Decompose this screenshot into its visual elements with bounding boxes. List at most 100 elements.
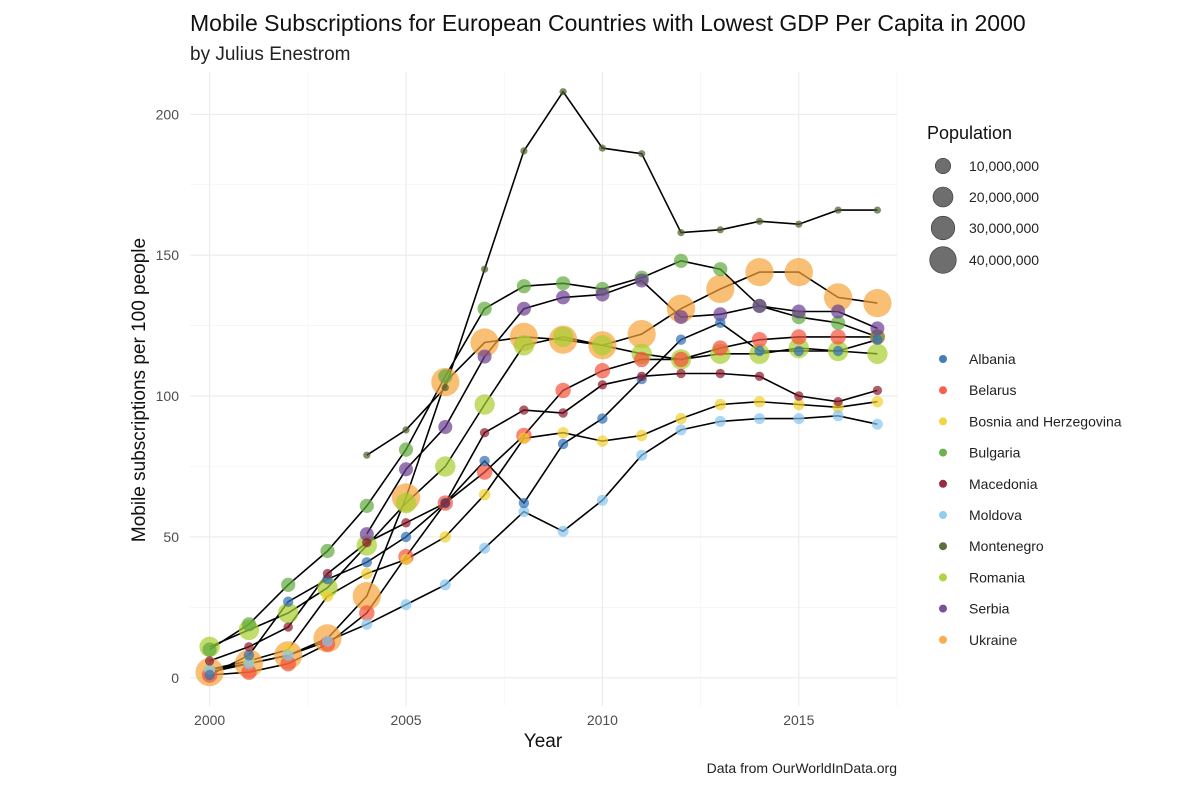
point-macedonia bbox=[794, 391, 804, 401]
point-macedonia bbox=[204, 656, 215, 666]
series-line-belarus bbox=[209, 336, 878, 676]
point-belarus bbox=[751, 332, 768, 348]
point-bulgaria bbox=[477, 301, 492, 316]
point-moldova bbox=[361, 618, 373, 630]
point-bosnia-and-herzegovina bbox=[557, 427, 569, 439]
point-bosnia-and-herzegovina bbox=[439, 531, 451, 543]
point-romania bbox=[552, 326, 574, 348]
point-albania bbox=[597, 413, 608, 424]
point-bosnia-and-herzegovina bbox=[793, 398, 805, 411]
y-tick-label: 200 bbox=[156, 106, 180, 122]
size-legend-key bbox=[932, 186, 954, 208]
point-ukraine bbox=[352, 582, 381, 611]
series-lines bbox=[209, 90, 878, 676]
point-montenegro bbox=[559, 88, 567, 96]
point-macedonia bbox=[479, 428, 490, 438]
point-bulgaria bbox=[320, 543, 335, 559]
legend-key-bulgaria bbox=[939, 448, 947, 457]
chart-title: Mobile Subscriptions for European Countr… bbox=[190, 10, 1026, 36]
point-serbia bbox=[674, 310, 688, 325]
point-albania bbox=[793, 345, 804, 357]
point-bulgaria bbox=[516, 279, 532, 294]
point-ukraine bbox=[745, 258, 774, 287]
size-legend-label: 20,000,000 bbox=[969, 189, 1039, 205]
point-macedonia bbox=[872, 385, 883, 396]
point-montenegro bbox=[520, 147, 528, 155]
point-bulgaria bbox=[673, 253, 689, 268]
point-moldova bbox=[871, 418, 883, 430]
point-montenegro bbox=[598, 144, 607, 152]
point-serbia bbox=[438, 420, 453, 434]
point-moldova bbox=[793, 413, 805, 425]
point-albania bbox=[479, 455, 490, 467]
point-ukraine bbox=[824, 283, 853, 312]
point-belarus bbox=[359, 605, 375, 621]
point-serbia bbox=[713, 307, 728, 322]
point-montenegro bbox=[638, 150, 646, 158]
y-axis-ticks: 0 50 100 150 200 bbox=[156, 106, 180, 686]
point-moldova bbox=[439, 579, 451, 591]
point-serbia bbox=[791, 304, 806, 319]
point-bulgaria bbox=[398, 442, 414, 457]
point-moldova bbox=[714, 415, 726, 427]
point-serbia bbox=[595, 287, 610, 302]
point-moldova bbox=[400, 599, 412, 611]
point-bulgaria bbox=[438, 369, 453, 384]
chart-subtitle: by Julius Enestrom bbox=[190, 44, 351, 65]
legend-key-romania bbox=[939, 573, 947, 582]
legend-label-ukraine: Ukraine bbox=[969, 632, 1017, 648]
point-bosnia-and-herzegovina bbox=[518, 432, 530, 444]
point-bosnia-and-herzegovina bbox=[753, 396, 766, 408]
point-romania bbox=[278, 602, 299, 624]
point-moldova bbox=[832, 410, 844, 422]
point-bulgaria bbox=[556, 276, 571, 291]
point-belarus bbox=[634, 351, 650, 368]
point-montenegro bbox=[677, 229, 685, 237]
point-ukraine bbox=[666, 294, 696, 323]
point-macedonia bbox=[283, 622, 293, 632]
point-moldova bbox=[675, 424, 687, 436]
point-bulgaria bbox=[713, 262, 728, 277]
legend-key-belarus bbox=[939, 386, 947, 395]
chart-caption: Data from OurWorldInData.org bbox=[707, 760, 897, 776]
point-macedonia bbox=[244, 642, 254, 652]
point-albania bbox=[518, 497, 530, 509]
x-tick-label: 2005 bbox=[390, 712, 421, 728]
series-line-moldova bbox=[209, 414, 878, 671]
series-line-bulgaria bbox=[209, 259, 878, 651]
x-axis-ticks: 2000 2005 2010 2015 bbox=[194, 712, 815, 728]
point-albania bbox=[243, 650, 255, 661]
point-belarus bbox=[712, 340, 728, 356]
legend-key-macedonia bbox=[939, 479, 947, 488]
point-romania bbox=[317, 577, 338, 598]
x-axis-label: Year bbox=[524, 731, 563, 752]
series-line-montenegro bbox=[366, 90, 878, 456]
point-serbia bbox=[359, 527, 374, 542]
point-macedonia bbox=[558, 408, 568, 418]
point-serbia bbox=[516, 301, 531, 316]
point-macedonia bbox=[401, 518, 411, 528]
point-belarus bbox=[476, 464, 493, 480]
point-romania bbox=[867, 343, 888, 364]
point-romania bbox=[474, 394, 495, 415]
point-bosnia-and-herzegovina bbox=[596, 435, 609, 447]
point-ukraine bbox=[470, 328, 499, 357]
point-bulgaria bbox=[202, 642, 217, 657]
point-albania bbox=[832, 345, 844, 357]
y-tick-label: 50 bbox=[163, 529, 179, 545]
size-legend-label: 10,000,000 bbox=[969, 158, 1039, 174]
point-albania bbox=[400, 531, 412, 543]
point-macedonia bbox=[754, 371, 765, 381]
point-albania bbox=[872, 334, 883, 345]
point-montenegro bbox=[441, 384, 449, 392]
point-romania bbox=[395, 492, 417, 514]
point-moldova bbox=[596, 494, 608, 506]
point-belarus bbox=[280, 656, 296, 672]
point-montenegro bbox=[363, 451, 371, 459]
legend-key-bosnia-and-herzegovina bbox=[939, 417, 947, 426]
point-belarus bbox=[241, 664, 257, 680]
point-moldova bbox=[754, 413, 765, 425]
grid bbox=[190, 72, 898, 706]
point-belarus bbox=[594, 363, 611, 379]
